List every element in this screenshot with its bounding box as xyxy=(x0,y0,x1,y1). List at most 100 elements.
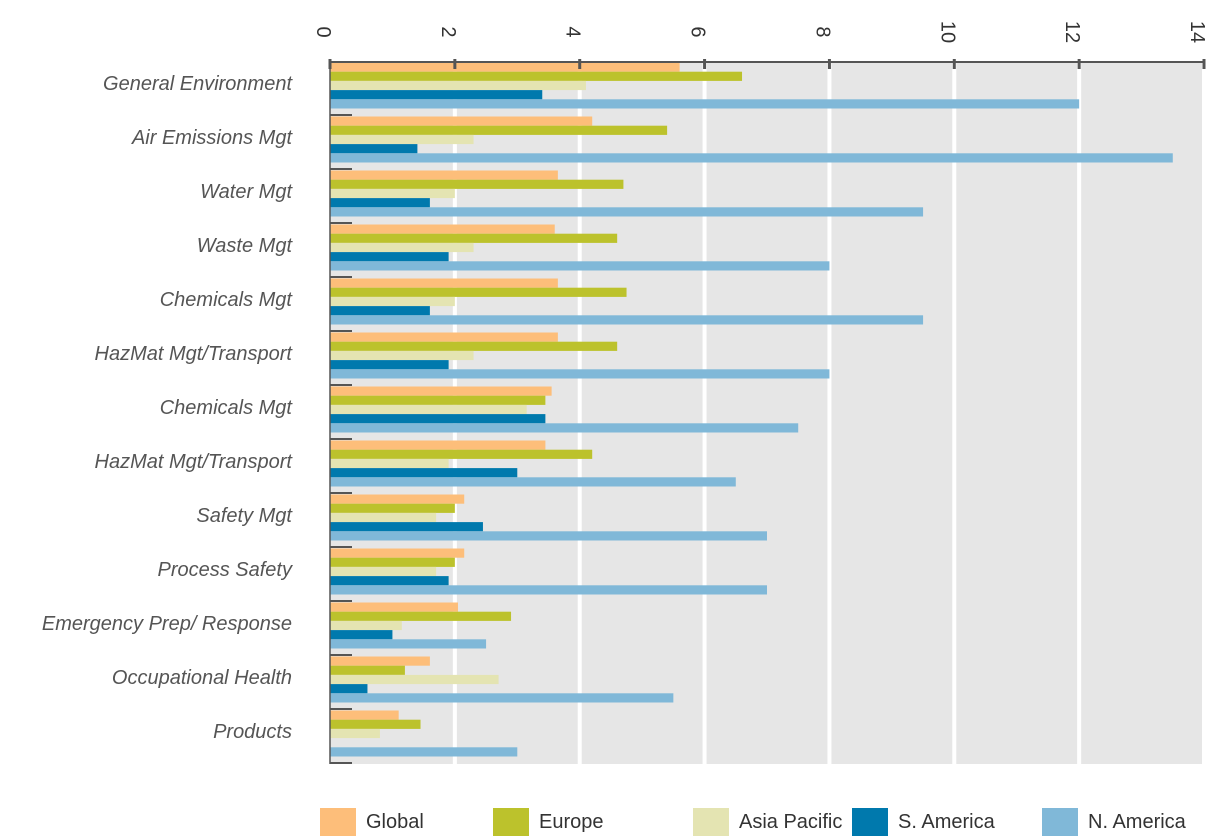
bar-n-america xyxy=(330,693,674,703)
bar-s-america xyxy=(330,360,449,370)
bar-n-america xyxy=(330,585,767,595)
bar-s-america xyxy=(330,468,518,478)
bar-europe xyxy=(330,233,618,243)
bar-s-america xyxy=(330,576,449,586)
legend-item: S. America xyxy=(852,808,995,836)
x-tick-label: 2 xyxy=(437,26,459,37)
bar-europe xyxy=(330,719,421,729)
bar-n-america xyxy=(330,639,487,649)
bar-n-america xyxy=(330,423,799,433)
legend-swatch xyxy=(493,808,529,836)
bar-n-america xyxy=(330,369,830,379)
bar-asia-pacific xyxy=(330,566,437,577)
bar-asia-pacific xyxy=(330,188,455,199)
bar-n-america xyxy=(330,531,767,541)
bar-global xyxy=(330,62,680,72)
category-labels: General Environment Air Emissions Mgt Wate… xyxy=(42,73,294,743)
bar-asia-pacific xyxy=(330,350,474,361)
bars xyxy=(330,62,1173,757)
bar-europe xyxy=(330,395,546,405)
legend-item: Asia Pacific xyxy=(693,808,842,836)
x-tick-label: 12 xyxy=(1061,21,1083,43)
bar-global xyxy=(330,602,458,612)
legend-label: S. America xyxy=(898,810,995,833)
legend-swatch xyxy=(320,808,356,836)
legend-label: Asia Pacific xyxy=(739,810,843,833)
legend-item: Europe xyxy=(493,808,604,836)
bar-s-america xyxy=(330,630,393,640)
category-label: Products xyxy=(213,721,292,743)
bar-europe xyxy=(330,179,624,189)
category-label: Chemicals Mgt xyxy=(160,397,294,419)
bar-s-america xyxy=(330,144,418,154)
category-label: HazMat Mgt/Transport xyxy=(95,451,294,473)
bar-europe xyxy=(330,557,455,567)
x-tick-label: 8 xyxy=(811,26,833,37)
x-tick-labels: 0 2 4 6 8 10 12 14 xyxy=(312,21,1208,43)
bar-n-america xyxy=(330,747,518,757)
bar-n-america xyxy=(330,261,830,271)
bar-europe xyxy=(330,665,405,675)
bar-asia-pacific xyxy=(330,512,437,523)
bar-europe xyxy=(330,287,627,297)
bar-n-america xyxy=(330,315,924,325)
bar-global xyxy=(330,710,399,720)
bar-n-america xyxy=(330,153,1173,163)
bar-asia-pacific xyxy=(330,404,527,415)
legend-label: N. America xyxy=(1088,810,1186,833)
bar-s-america xyxy=(330,522,483,532)
legend-swatch xyxy=(852,808,888,836)
bar-asia-pacific xyxy=(330,728,380,739)
bar-chart: 0 2 4 6 8 10 12 14 General Environment Air Emiss… xyxy=(42,21,1208,764)
category-label: General Environment xyxy=(103,73,293,95)
bar-s-america xyxy=(330,252,449,262)
x-tick-label: 6 xyxy=(687,26,709,37)
bar-europe xyxy=(330,611,512,621)
category-label: Process Safety xyxy=(157,559,293,581)
bar-global xyxy=(330,386,552,396)
category-label: HazMat Mgt/Transport xyxy=(95,343,294,365)
bar-s-america xyxy=(330,90,543,100)
bar-asia-pacific xyxy=(330,80,586,91)
category-label: Occupational Health xyxy=(112,667,292,689)
bar-global xyxy=(330,278,558,288)
bar-n-america xyxy=(330,207,924,217)
bar-global xyxy=(330,656,430,666)
legend: Global Europe Asia Pacific S. America N. Ame… xyxy=(300,808,1220,836)
bar-s-america xyxy=(330,198,430,208)
bar-asia-pacific xyxy=(330,296,455,307)
bar-s-america xyxy=(330,306,430,316)
bar-global xyxy=(330,332,558,342)
bar-europe xyxy=(330,449,593,459)
bar-global xyxy=(330,440,546,450)
bar-s-america xyxy=(330,684,368,694)
legend-item: N. America xyxy=(1042,808,1186,836)
bar-asia-pacific xyxy=(330,674,499,685)
bar-europe xyxy=(330,125,668,135)
axes xyxy=(328,59,1206,764)
bar-europe xyxy=(330,341,618,351)
bar-global xyxy=(330,224,555,234)
bar-europe xyxy=(330,503,455,513)
x-tick-label: 4 xyxy=(562,26,584,37)
x-tick-label: 14 xyxy=(1186,21,1208,43)
bar-n-america xyxy=(330,99,1080,109)
bar-asia-pacific xyxy=(330,620,402,631)
bar-asia-pacific xyxy=(330,134,474,145)
bar-europe xyxy=(330,71,743,81)
bar-asia-pacific xyxy=(330,458,449,469)
bar-n-america xyxy=(330,477,736,487)
x-tick-label: 10 xyxy=(936,21,958,43)
bar-asia-pacific xyxy=(330,242,474,253)
bar-global xyxy=(330,170,558,180)
legend-item: Global xyxy=(320,808,424,836)
category-label: Safety Mgt xyxy=(196,505,293,527)
legend-label: Global xyxy=(366,810,424,833)
legend-swatch xyxy=(693,808,729,836)
x-tick-label: 0 xyxy=(312,26,334,37)
bar-global xyxy=(330,548,465,558)
category-label: Chemicals Mgt xyxy=(160,289,294,311)
bar-global xyxy=(330,494,465,504)
bar-s-america xyxy=(330,414,546,424)
legend-label: Europe xyxy=(539,810,604,833)
